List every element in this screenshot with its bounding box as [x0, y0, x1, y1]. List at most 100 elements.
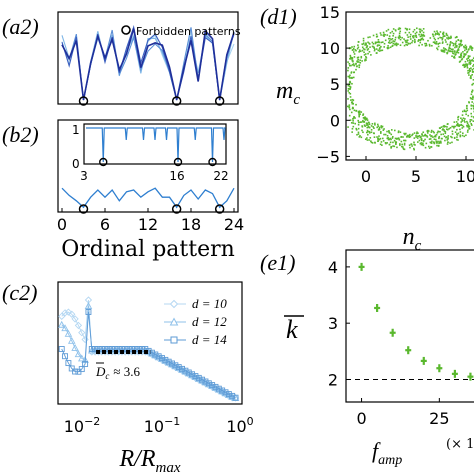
ring-point-d1 [409, 135, 412, 138]
ytick-d1: 5 [330, 75, 340, 94]
ring-point-d1 [429, 138, 432, 140]
ring-point-d1 [376, 136, 378, 138]
ring-point-d1 [455, 51, 458, 54]
ring-point-d1 [466, 51, 468, 54]
ring-point-d1 [445, 41, 447, 43]
ring-point-d1 [361, 129, 363, 132]
marker-c2-square [179, 365, 185, 372]
ring-point-d1 [428, 45, 431, 47]
ring-point-d1 [347, 105, 349, 108]
xtick-e1: 0 [356, 409, 366, 428]
ring-point-d1 [372, 34, 375, 37]
xtick-b2: 0 [57, 215, 67, 234]
ring-point-d1 [443, 129, 445, 131]
xtick-b2: 18 [181, 215, 201, 234]
ring-point-d1 [458, 56, 461, 58]
ring-point-d1 [446, 43, 449, 46]
ring-point-d1 [364, 125, 366, 127]
ring-point-d1 [352, 76, 355, 79]
panel-label-c2: (c2) [2, 280, 37, 305]
ring-point-d1 [460, 121, 463, 123]
ring-point-d1 [461, 114, 464, 116]
ring-point-d1 [446, 123, 449, 125]
ring-point-d1 [453, 121, 456, 123]
ring-point-d1 [379, 32, 382, 34]
ring-point-d1 [353, 45, 356, 48]
ring-point-d1 [373, 132, 375, 135]
ring-point-d1 [419, 28, 422, 31]
ring-point-d1 [440, 49, 443, 52]
ring-point-d1 [362, 42, 365, 45]
ring-point-d1 [447, 141, 449, 144]
ring-point-d1 [464, 118, 466, 120]
ring-point-d1 [463, 55, 465, 58]
ring-point-d1 [381, 49, 384, 52]
panel-label-d1: (d1) [260, 4, 297, 29]
ring-point-d1 [422, 31, 425, 34]
ring-point-d1 [457, 139, 459, 141]
ytick-e1: 4 [328, 258, 338, 277]
inset-ytick-0: 0 [72, 157, 80, 171]
ring-point-d1 [447, 36, 450, 39]
ring-point-d1 [362, 37, 365, 40]
ring-point-d1 [442, 133, 445, 136]
ring-point-d1 [387, 41, 390, 44]
ring-point-d1 [356, 56, 359, 59]
ring-point-d1 [466, 63, 469, 66]
legend-marker-c2 [170, 336, 178, 344]
marker-c2-square [182, 367, 189, 374]
ring-point-d1 [432, 35, 435, 38]
ring-point-d1 [389, 37, 391, 40]
ring-point-d1 [467, 114, 470, 117]
ring-point-d1 [445, 128, 448, 131]
series-a2 [61, 25, 235, 101]
ring-point-d1 [438, 135, 441, 138]
ring-point-d1 [471, 101, 473, 103]
ring-point-d1 [425, 44, 428, 47]
ring-point-d1 [463, 66, 466, 68]
ring-point-d1 [364, 59, 366, 62]
ring-point-d1 [347, 126, 349, 128]
ring-point-d1 [460, 44, 463, 47]
ring-point-d1 [456, 138, 458, 141]
ring-point-d1 [470, 107, 473, 110]
ring-point-d1 [389, 42, 391, 44]
ring-point-d1 [421, 133, 423, 135]
ring-point-d1 [421, 29, 423, 32]
xtick-d1: 10 [456, 167, 474, 186]
ring-point-d1 [459, 131, 462, 133]
ring-point-d1 [373, 136, 376, 138]
ring-point-d1 [406, 134, 409, 137]
ring-point-d1 [348, 88, 350, 90]
marker-c2-square [209, 382, 216, 389]
marker-c2-square [155, 353, 162, 360]
ylabel-d1-sub: c [293, 92, 300, 108]
ring-point-d1 [470, 75, 472, 77]
marker-c2-triangle [67, 336, 76, 344]
ring-point-d1 [414, 32, 417, 35]
ring-point-d1 [437, 140, 439, 143]
ring-point-d1 [432, 136, 434, 138]
ring-point-d1 [462, 117, 465, 120]
ytick-d1: 0 [330, 111, 340, 130]
xtick-d1: 5 [411, 167, 421, 186]
ring-point-d1 [462, 125, 465, 128]
ring-point-d1 [394, 43, 396, 45]
xlabel-c2-main: R/R [119, 446, 156, 472]
ring-point-d1 [422, 38, 425, 41]
ring-point-d1 [395, 42, 398, 45]
marker-c2-triangle [61, 324, 69, 332]
ring-point-d1 [472, 67, 474, 70]
ring-point-d1 [462, 56, 465, 59]
ring-point-d1 [368, 123, 371, 126]
ylabel-e1: k [286, 315, 298, 344]
ring-point-d1 [381, 125, 384, 128]
ring-point-d1 [449, 44, 451, 47]
ring-point-d1 [410, 143, 413, 145]
ring-point-d1 [386, 34, 389, 36]
marker-c2-square [152, 351, 159, 358]
ring-point-d1 [435, 138, 437, 141]
ring-point-d1 [466, 66, 469, 69]
ytick-e1: 3 [328, 314, 338, 333]
ring-point-d1 [449, 126, 452, 129]
